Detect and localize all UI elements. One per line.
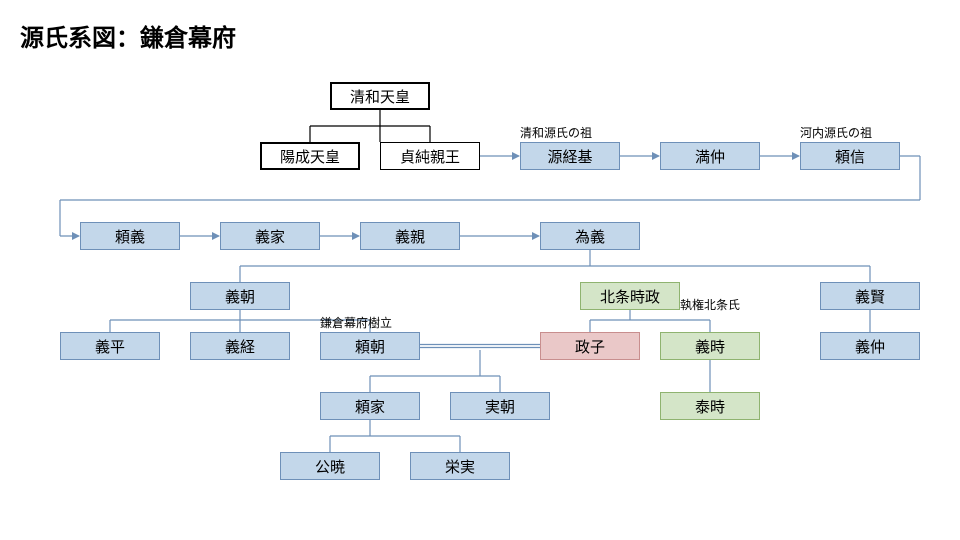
node-yoritomo: 頼朝 — [320, 332, 420, 360]
node-kugyo: 公暁 — [280, 452, 380, 480]
node-tokimasa: 北条時政 — [580, 282, 680, 310]
node-yoshihira: 義平 — [60, 332, 160, 360]
page-title: 源氏系図：鎌倉幕府 — [20, 18, 236, 53]
node-yoshikata: 義賢 — [820, 282, 920, 310]
node-tameyoshi: 為義 — [540, 222, 640, 250]
node-mitsunaka: 満仲 — [660, 142, 760, 170]
annotation-kawachi_genji: 河内源氏の祖 — [800, 124, 872, 141]
node-yasutoki: 泰時 — [660, 392, 760, 420]
node-yoshitoki: 義時 — [660, 332, 760, 360]
node-eijitsu: 栄実 — [410, 452, 510, 480]
node-yoshiie: 義家 — [220, 222, 320, 250]
node-yoriyoshi: 頼義 — [80, 222, 180, 250]
annotation-kamakura: 鎌倉幕府樹立 — [320, 314, 392, 331]
node-sanetomo: 実朝 — [450, 392, 550, 420]
node-yorinobu: 頼信 — [800, 142, 900, 170]
node-yoshitsune: 義経 — [190, 332, 290, 360]
annotation-seiwa_genji: 清和源氏の祖 — [520, 124, 592, 141]
node-tsunemoto: 源経基 — [520, 142, 620, 170]
node-yoshichika: 義親 — [360, 222, 460, 250]
node-yoshinaka: 義仲 — [820, 332, 920, 360]
node-yoshitomo: 義朝 — [190, 282, 290, 310]
node-seiwa: 清和天皇 — [330, 82, 430, 110]
node-yozei: 陽成天皇 — [260, 142, 360, 170]
annotation-shikken: 執権北条氏 — [680, 296, 740, 313]
node-yoriie: 頼家 — [320, 392, 420, 420]
node-masako: 政子 — [540, 332, 640, 360]
node-sadazumi: 貞純親王 — [380, 142, 480, 170]
